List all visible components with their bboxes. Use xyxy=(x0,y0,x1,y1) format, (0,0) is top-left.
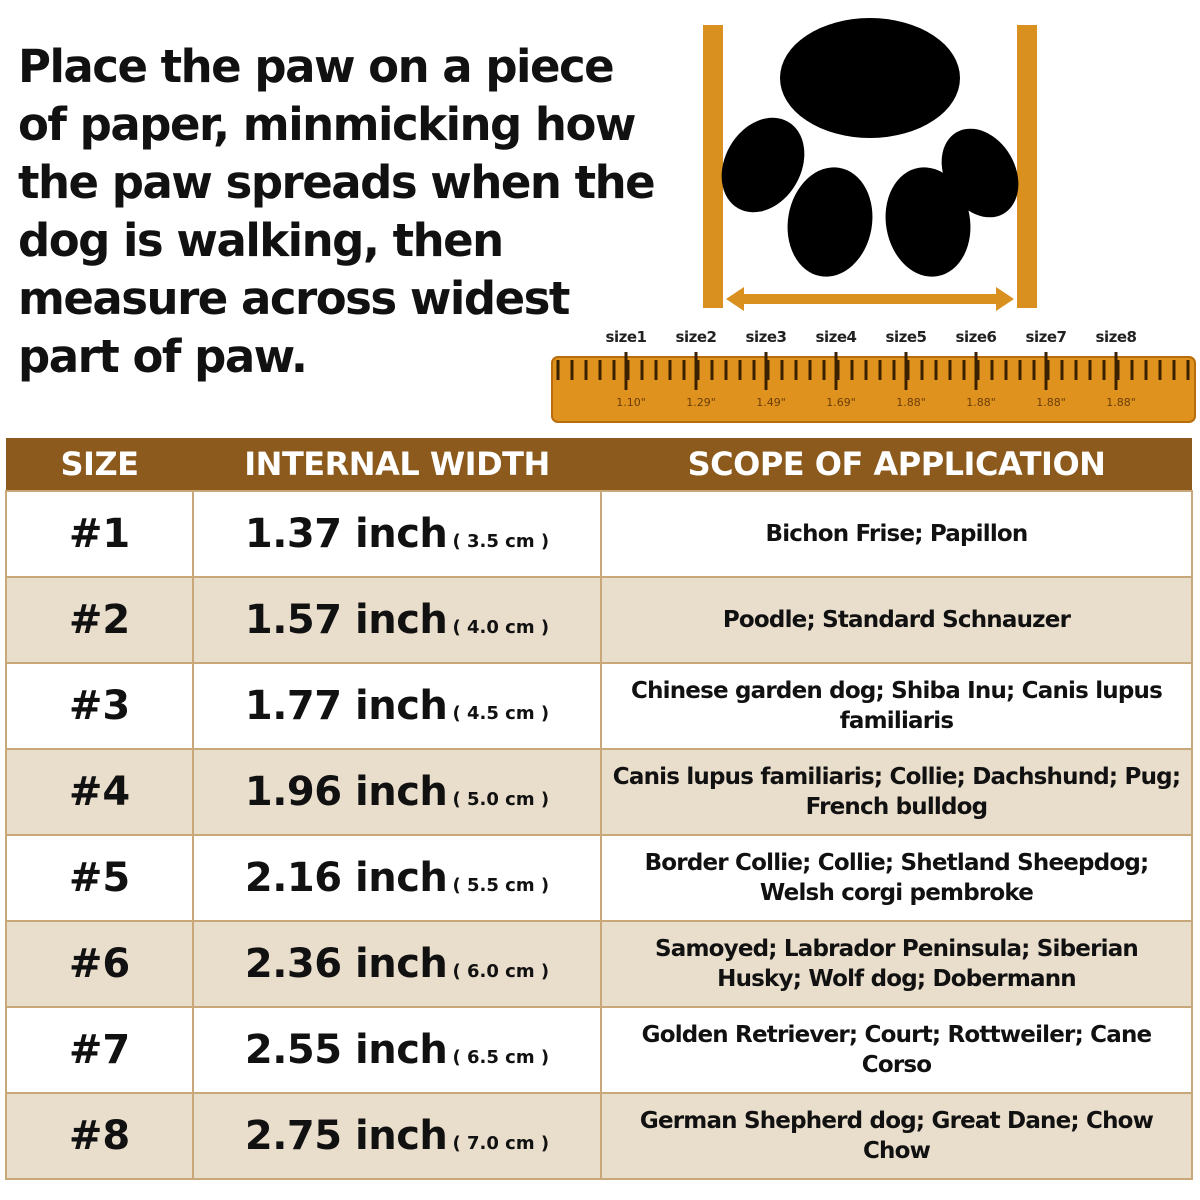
scope-cell: Border Collie; Collie; Shetland Sheepdog… xyxy=(600,834,1193,922)
table-row: #7 2.55 inch ( 6.5 cm ) Golden Retriever… xyxy=(5,1006,1193,1094)
ruler-size-label: size8 xyxy=(1095,328,1137,346)
header-scope: SCOPE OF APPLICATION xyxy=(601,438,1192,491)
size-cell: #8 xyxy=(5,1092,194,1180)
scope-cell: Poodle; Standard Schnauzer xyxy=(600,576,1193,664)
width-inch: 2.55 inch xyxy=(244,1027,448,1073)
width-inch: 1.57 inch xyxy=(244,597,448,643)
table-row: #4 1.96 inch ( 5.0 cm ) Canis lupus fami… xyxy=(5,748,1193,836)
width-cell: 1.77 inch ( 4.5 cm ) xyxy=(192,662,602,750)
scope-text: Canis lupus familiaris; Collie; Dachshun… xyxy=(612,764,1181,820)
size-chart-table: SIZE INTERNAL WIDTH SCOPE OF APPLICATION… xyxy=(5,438,1193,1180)
ruler-icon xyxy=(551,352,1196,423)
ruler-value: 1.49" xyxy=(756,396,786,409)
left-guide-post xyxy=(703,25,723,308)
width-cell: 2.16 inch ( 5.5 cm ) xyxy=(192,834,602,922)
ruler-size-label: size6 xyxy=(955,328,997,346)
ruler-size-label: size4 xyxy=(815,328,857,346)
width-cm: ( 4.0 cm ) xyxy=(452,617,550,638)
width-inch: 1.37 inch xyxy=(244,511,448,557)
right-guide-post xyxy=(1017,25,1037,308)
width-arrow-icon xyxy=(726,287,1014,311)
width-cell: 1.57 inch ( 4.0 cm ) xyxy=(192,576,602,664)
scope-cell: Samoyed; Labrador Peninsula; Siberian Hu… xyxy=(600,920,1193,1008)
width-cm: ( 7.0 cm ) xyxy=(452,1133,550,1154)
scope-text: Golden Retriever; Court; Rottweiler; Can… xyxy=(641,1022,1153,1078)
ruler-values: 1.10" 1.29" 1.49" 1.69" 1.88" 1.88" 1.88" 1.88" xyxy=(550,396,1195,416)
width-inch: 2.36 inch xyxy=(244,941,448,987)
paw-measurement-illustration xyxy=(551,18,1196,423)
table-row: #1 1.37 inch ( 3.5 cm ) Bichon Frise; Pa… xyxy=(5,490,1193,578)
table-row: #6 2.36 inch ( 6.0 cm ) Samoyed; Labrado… xyxy=(5,920,1193,1008)
header-size: SIZE xyxy=(6,438,193,491)
ruler-value: 1.10" xyxy=(616,396,646,409)
ruler-size-label: size3 xyxy=(745,328,787,346)
size-cell: #7 xyxy=(5,1006,194,1094)
size-cell: #1 xyxy=(5,490,194,578)
width-cm: ( 3.5 cm ) xyxy=(452,531,550,552)
width-cell: 2.36 inch ( 6.0 cm ) xyxy=(192,920,602,1008)
ruler-size-label: size2 xyxy=(675,328,717,346)
ruler-value: 1.88" xyxy=(1036,396,1066,409)
size-cell: #6 xyxy=(5,920,194,1008)
width-cm: ( 4.5 cm ) xyxy=(452,703,550,724)
width-cm: ( 5.0 cm ) xyxy=(452,789,550,810)
scope-text: Border Collie; Collie; Shetland Sheepdog… xyxy=(644,850,1150,906)
width-cm: ( 6.0 cm ) xyxy=(452,961,550,982)
scope-cell: German Shepherd dog; Great Dane; Chow Ch… xyxy=(600,1092,1193,1180)
header-internal-width: INTERNAL WIDTH xyxy=(193,438,601,491)
scope-cell: Golden Retriever; Court; Rottweiler; Can… xyxy=(600,1006,1193,1094)
table-row: #2 1.57 inch ( 4.0 cm ) Poodle; Standard… xyxy=(5,576,1193,664)
ruler-size-label: size7 xyxy=(1025,328,1067,346)
scope-cell: Chinese garden dog; Shiba Inu; Canis lup… xyxy=(600,662,1193,750)
ruler-value: 1.88" xyxy=(896,396,926,409)
size-cell: #2 xyxy=(5,576,194,664)
size-cell: #4 xyxy=(5,748,194,836)
width-cell: 2.75 inch ( 7.0 cm ) xyxy=(192,1092,602,1180)
ruler-value: 1.88" xyxy=(1106,396,1136,409)
size-cell: #3 xyxy=(5,662,194,750)
scope-text: Samoyed; Labrador Peninsula; Siberian Hu… xyxy=(654,936,1139,992)
scope-cell: Bichon Frise; Papillon xyxy=(600,490,1193,578)
measuring-instructions: Place the paw on a piece of paper, minmi… xyxy=(18,40,656,383)
width-inch: 1.77 inch xyxy=(244,683,448,729)
scope-text: Poodle; Standard Schnauzer xyxy=(722,607,1071,633)
scope-text: Chinese garden dog; Shiba Inu; Canis lup… xyxy=(631,678,1163,734)
scope-cell: Canis lupus familiaris; Collie; Dachshun… xyxy=(600,748,1193,836)
table-row: #3 1.77 inch ( 4.5 cm ) Chinese garden d… xyxy=(5,662,1193,750)
ruler-value: 1.29" xyxy=(686,396,716,409)
width-inch: 2.75 inch xyxy=(244,1113,448,1159)
table-row: #5 2.16 inch ( 5.5 cm ) Border Collie; C… xyxy=(5,834,1193,922)
ruler-size-labels: size1 size2 size3 size4 size5 size6 size7 size8 xyxy=(550,328,1195,350)
ruler-value: 1.88" xyxy=(966,396,996,409)
paw-print-icon xyxy=(721,18,1019,277)
ruler-size-label: size1 xyxy=(605,328,647,346)
width-inch: 1.96 inch xyxy=(244,769,448,815)
scope-text: Bichon Frise; Papillon xyxy=(765,521,1028,547)
scope-text: German Shepherd dog; Great Dane; Chow Ch… xyxy=(639,1108,1154,1164)
ruler-value: 1.69" xyxy=(826,396,856,409)
table-row: #8 2.75 inch ( 7.0 cm ) German Shepherd … xyxy=(5,1092,1193,1180)
width-cm: ( 6.5 cm ) xyxy=(452,1047,550,1068)
size-cell: #5 xyxy=(5,834,194,922)
width-inch: 2.16 inch xyxy=(244,855,448,901)
width-cm: ( 5.5 cm ) xyxy=(452,875,550,896)
width-cell: 1.96 inch ( 5.0 cm ) xyxy=(192,748,602,836)
width-cell: 1.37 inch ( 3.5 cm ) xyxy=(192,490,602,578)
ruler-size-label: size5 xyxy=(885,328,927,346)
width-cell: 2.55 inch ( 6.5 cm ) xyxy=(192,1006,602,1094)
